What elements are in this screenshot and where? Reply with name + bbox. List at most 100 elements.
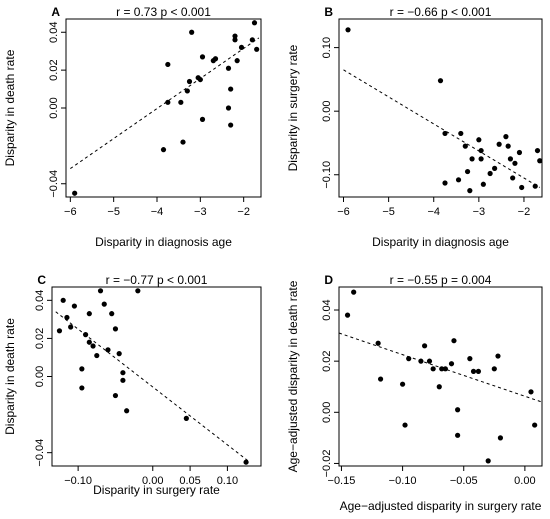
data-point — [532, 183, 538, 189]
x-tick-label: −2 — [237, 206, 250, 218]
data-point — [455, 177, 462, 183]
correlation-stat: r = −0.66 p < 0.001 — [390, 5, 492, 19]
data-point — [243, 459, 249, 465]
data-point — [534, 147, 541, 154]
y-tick-label: 0.04 — [34, 290, 46, 311]
y-tick-label: 0.10 — [321, 37, 333, 58]
x-tick-label: 0.10 — [217, 475, 238, 487]
regression-line — [343, 69, 541, 188]
data-point — [469, 156, 475, 162]
x-tick-label: 0.05 — [179, 475, 200, 487]
data-point — [135, 288, 141, 294]
data-point — [505, 143, 511, 149]
data-point — [228, 122, 234, 128]
data-point — [475, 368, 482, 374]
data-point — [528, 389, 534, 395]
data-point — [186, 78, 193, 85]
y-axis-label: Age−adjusted disparity in death rate — [286, 280, 300, 472]
x-tick-label: −6 — [64, 206, 77, 218]
data-point — [97, 288, 104, 294]
data-point — [375, 340, 381, 346]
scatter-panel-d: −0.15 −0.10 −0.05 0.00 −0.02 0.00 0.02 0.04 D r =… — [286, 273, 543, 513]
data-point — [406, 356, 412, 362]
scatter-panel-b: −6 −5 −4 −3 −2 −0.10 0.00 0.10 B r = −0.66 p < 0.… — [286, 5, 543, 249]
x-axis-label: Disparity in diagnosis age — [372, 235, 509, 249]
data-point — [503, 134, 509, 140]
data-point — [160, 147, 167, 153]
data-point — [467, 188, 473, 194]
y-tick-label: 0.02 — [48, 59, 60, 80]
data-point — [105, 347, 111, 353]
data-point — [422, 343, 428, 349]
data-point — [510, 175, 516, 181]
data-point — [467, 356, 473, 362]
data-point — [60, 297, 66, 303]
data-point — [377, 376, 384, 382]
x-axis-label: Disparity in diagnosis age — [95, 235, 232, 249]
data-point — [72, 190, 78, 196]
x-tick-label: −5 — [382, 206, 395, 218]
data-point — [225, 105, 232, 111]
data-point — [478, 156, 484, 162]
data-point — [124, 408, 130, 414]
data-point — [462, 143, 468, 149]
data-point — [532, 422, 538, 428]
data-point — [491, 366, 497, 372]
x-tick-label: −6 — [337, 206, 350, 218]
y-tick-label: −0.10 — [321, 161, 333, 189]
data-point — [437, 78, 444, 84]
correlation-stat: r = −0.77 p < 0.001 — [106, 273, 208, 287]
data-point — [516, 149, 523, 156]
data-point — [455, 432, 461, 438]
data-point — [487, 170, 493, 177]
x-tick-label: −0.05 — [450, 475, 478, 487]
regression-line — [55, 311, 251, 463]
data-point — [507, 156, 514, 162]
scatter-panel-c: −0.10 0.00 0.05 0.10 −0.04 0.00 0.02 0.04 C r = −… — [3, 273, 262, 497]
plot-frame — [51, 286, 262, 467]
data-point — [399, 381, 406, 387]
data-point — [478, 147, 484, 154]
data-point — [112, 392, 119, 399]
data-point — [120, 377, 126, 383]
data-point — [199, 116, 206, 122]
data-point — [442, 130, 448, 137]
data-point — [94, 352, 100, 359]
plot-frame — [338, 286, 543, 467]
data-point — [225, 65, 232, 71]
x-tick-label: 0.00 — [514, 475, 535, 487]
data-point — [251, 20, 258, 26]
data-point — [519, 184, 525, 191]
data-point — [79, 385, 85, 391]
y-tick-label: 0.02 — [321, 350, 333, 371]
scatter-panel-a: −6 −5 −4 −3 −2 −0.04 0.00 0.02 0.04 A r = 0.73 p <… — [3, 5, 262, 249]
x-tick-label: −0.15 — [328, 475, 356, 487]
data-point — [426, 358, 433, 364]
x-tick-label: −4 — [151, 206, 164, 218]
plot-frame — [338, 18, 543, 198]
y-axis-label: Disparity in death rate — [3, 49, 17, 166]
data-point — [495, 353, 501, 359]
x-tick-label: −2 — [518, 206, 531, 218]
data-point — [351, 289, 357, 295]
data-point — [234, 58, 240, 64]
data-point — [197, 76, 203, 83]
x-axis-label: Disparity in surgery rate — [93, 483, 220, 497]
data-point — [86, 311, 92, 317]
data-point — [101, 301, 107, 307]
data-point — [476, 137, 482, 143]
data-point — [249, 37, 255, 43]
data-point — [184, 88, 190, 94]
data-point — [212, 56, 219, 62]
data-point — [485, 458, 491, 464]
data-point — [90, 343, 96, 349]
data-point — [496, 141, 502, 147]
correlation-stat: r = −0.55 p = 0.004 — [390, 273, 492, 287]
y-tick-label: 0.00 — [321, 100, 333, 121]
data-point — [180, 139, 186, 145]
data-point — [497, 435, 504, 441]
data-point — [430, 366, 436, 372]
data-point — [199, 54, 206, 60]
data-point — [344, 312, 351, 318]
